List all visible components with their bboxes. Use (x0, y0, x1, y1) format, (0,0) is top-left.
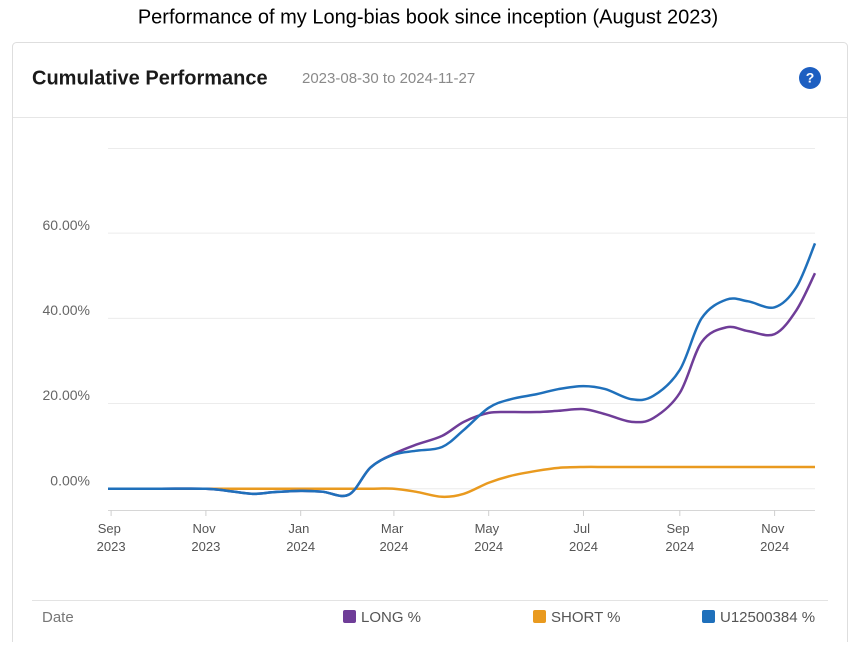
date-range: 2023-08-30 to 2024-11-27 (302, 70, 475, 87)
legend-swatch (533, 610, 546, 623)
x-tick-label: May 2024 (474, 521, 503, 554)
x-tick-label: Sep 2024 (665, 521, 694, 554)
y-tick-label: 60.00% (43, 217, 90, 233)
series-line (108, 242, 817, 498)
card-title: Cumulative Performance (32, 67, 268, 89)
x-tick-label: Nov 2023 (191, 521, 220, 554)
series-line (108, 465, 815, 499)
x-axis-label: Date (42, 609, 74, 626)
legend-swatch (343, 610, 356, 623)
x-tick-label: Nov 2024 (760, 521, 789, 554)
legend-label: LONG % (361, 609, 421, 626)
help-icon[interactable] (799, 67, 821, 89)
x-tick-label: Jan 2024 (286, 521, 315, 554)
help-icon-label[interactable]: ? (806, 70, 815, 86)
y-tick-label: 0.00% (50, 472, 90, 488)
card (12, 42, 848, 647)
legend-label: U12500384 % (720, 609, 815, 626)
x-tick-label: Mar 2024 (379, 521, 408, 554)
y-tick-label: 40.00% (43, 302, 90, 318)
legend-swatch (702, 610, 715, 623)
y-tick-label: 20.00% (43, 387, 90, 403)
legend-label: SHORT % (551, 609, 620, 626)
x-tick-label: Jul 2024 (569, 521, 598, 554)
x-tick-label: Sep 2023 (97, 521, 126, 554)
page-title: Performance of my Long-bias book since i… (138, 6, 718, 28)
